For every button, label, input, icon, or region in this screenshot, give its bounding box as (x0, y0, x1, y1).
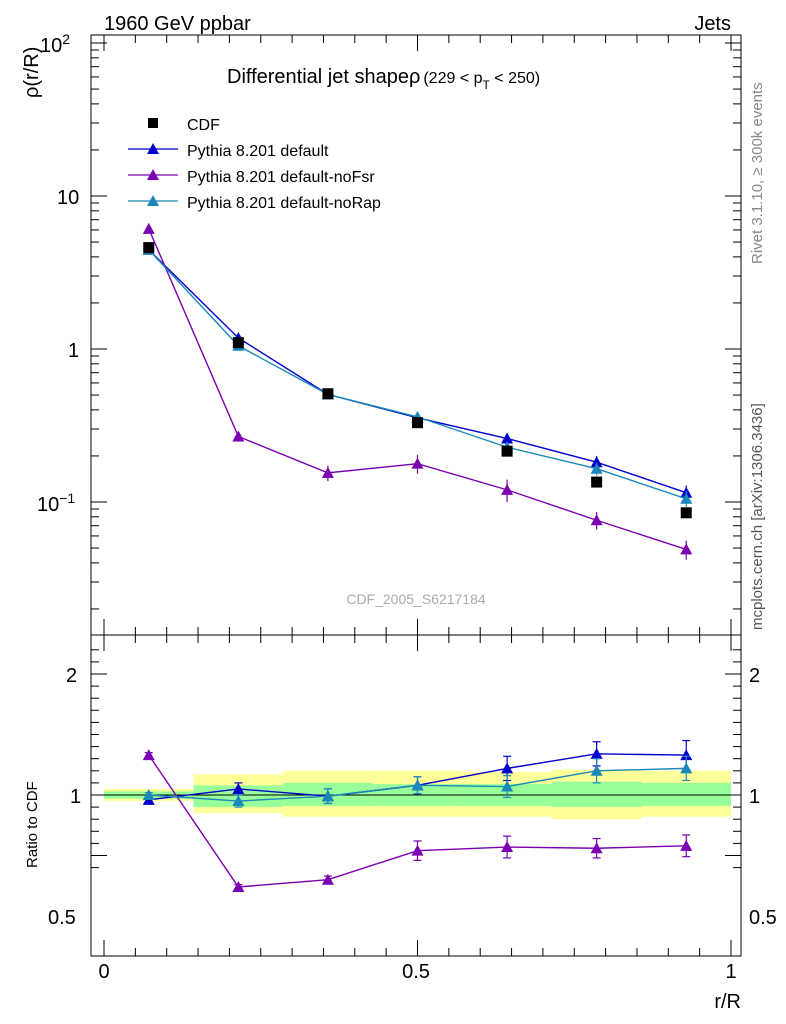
ratio-marker-pythia-8-201-default-norap (501, 780, 514, 792)
legend: CDF Pythia 8.201 default Pythia 8.201 de… (128, 117, 381, 212)
ratio-ytick-left-0p5: 0.5 (48, 907, 76, 929)
ratio-marker-pythia-8-201-default-nofsr (501, 841, 514, 853)
x-axis-label: r/R (714, 991, 741, 1013)
ytick-0p1-base: 10 (37, 494, 59, 516)
header-process-label: Jets (694, 13, 731, 35)
title-range-sub: T (483, 78, 491, 92)
legend-label-nofsr: Pythia 8.201 default-noFsr (187, 169, 375, 186)
legend-marker-nofsr (147, 169, 159, 180)
title-main: Differential jet shapeρ (227, 66, 420, 88)
series-line-pythia-8-201-default-nofsr (148, 228, 687, 551)
marker-pythia-8-201-default-nofsr (321, 466, 334, 478)
ratio-marker-pythia-8-201-default-norap (232, 795, 245, 807)
marker-cdf (232, 337, 244, 349)
legend-marker-norap (147, 195, 159, 206)
ytick-100-base: 10 (40, 35, 62, 57)
ratio-axis-ticks (91, 635, 741, 956)
ratio-marker-pythia-8-201-default-nofsr (411, 844, 424, 856)
ytick-label-1: 1 (68, 340, 79, 362)
ytick-0p1-exp: −1 (59, 490, 75, 506)
xtick-label-0p5: 0.5 (402, 961, 430, 983)
ytick-label-100: 102 (40, 31, 70, 57)
ratio-marker-pythia-8-201-default-norap (321, 790, 334, 802)
marker-cdf (591, 476, 603, 488)
ratio-y-axis-label: Ratio to CDF (24, 781, 41, 868)
title-range: (229 < p (423, 70, 482, 87)
ytick-label-0p1: 10−1 (37, 490, 75, 516)
ratio-marker-pythia-8-201-default-nofsr (321, 873, 334, 885)
band-inner (551, 781, 642, 808)
ratio-marker-pythia-8-201-default (590, 747, 603, 759)
xtick-label-0: 0 (98, 961, 109, 983)
marker-cdf (501, 445, 513, 457)
ytick-100-exp: 2 (62, 31, 70, 47)
ratio-marker-pythia-8-201-default (680, 749, 693, 761)
ratio-marker-pythia-8-201-default-norap (590, 764, 603, 776)
ratio-data-layer (142, 739, 693, 892)
marker-pythia-8-201-default-nofsr (680, 543, 693, 555)
legend-marker-cdf (148, 118, 158, 128)
marker-pythia-8-201-default-norap (590, 462, 603, 474)
marker-pythia-8-201-default-nofsr (411, 457, 424, 469)
ratio-ytick-left-1: 1 (70, 786, 81, 808)
ytick-label-10: 10 (57, 187, 79, 209)
main-panel: ρ(r/R) 102 10 1 10−1 Differential jet sh… (21, 31, 742, 636)
ratio-marker-pythia-8-201-default-norap (411, 779, 424, 791)
ratio-marker-pythia-8-201-default-nofsr (680, 839, 693, 851)
marker-cdf (412, 417, 423, 429)
marker-cdf (322, 388, 334, 400)
band-inner (641, 782, 731, 806)
legend-label-cdf: CDF (187, 117, 220, 134)
watermark-label: CDF_2005_S6217184 (346, 591, 486, 607)
marker-cdf (143, 242, 155, 254)
ratio-ytick-right-0p5: 0.5 (749, 907, 777, 929)
ratio-marker-pythia-8-201-default-nofsr (142, 749, 155, 761)
ratio-marker-pythia-8-201-default-nofsr (232, 880, 245, 892)
ratio-marker-pythia-8-201-default-norap (680, 762, 693, 774)
marker-cdf (680, 507, 692, 519)
ratio-marker-pythia-8-201-default-nofsr (590, 842, 603, 854)
header-energy-label: 1960 GeV ppbar (104, 13, 251, 35)
main-axis-ticks (91, 35, 741, 635)
marker-pythia-8-201-default-nofsr (590, 514, 603, 526)
xtick-label-1: 1 (725, 961, 736, 983)
main-y-axis-label: ρ(r/R) (21, 47, 43, 98)
ratio-ytick-right-1: 1 (749, 786, 760, 808)
main-data-layer (142, 222, 693, 560)
marker-pythia-8-201-default (590, 456, 603, 468)
ratio-panel: Ratio to CDF 2 1 0.5 2 1 0.5 0 0.5 1 r/R (24, 634, 777, 1013)
marker-pythia-8-201-default-norap (680, 492, 693, 504)
marker-pythia-8-201-default-nofsr (232, 430, 245, 442)
marker-pythia-8-201-default-nofsr (142, 222, 155, 234)
ratio-marker-pythia-8-201-default (232, 782, 245, 794)
legend-label-default: Pythia 8.201 default (187, 143, 329, 160)
rivet-label: Rivet 3.1.10, ≥ 300k events (749, 82, 766, 264)
ratio-marker-pythia-8-201-default (501, 762, 514, 774)
marker-pythia-8-201-default (501, 432, 514, 444)
ratio-ytick-left-2: 2 (66, 665, 77, 687)
legend-label-norap: Pythia 8.201 default-noRap (187, 195, 381, 212)
title-range-end: < 250) (490, 70, 540, 87)
marker-pythia-8-201-default-nofsr (501, 483, 514, 495)
ratio-marker-pythia-8-201-default-norap (142, 789, 155, 800)
ratio-ytick-right-2: 2 (749, 665, 760, 687)
mcplots-label: mcplots.cern.ch [arXiv:1306.3436] (749, 403, 766, 630)
legend-marker-default (147, 143, 159, 154)
main-chart-title: Differential jet shapeρ (229 < pT < 250) (227, 66, 540, 92)
